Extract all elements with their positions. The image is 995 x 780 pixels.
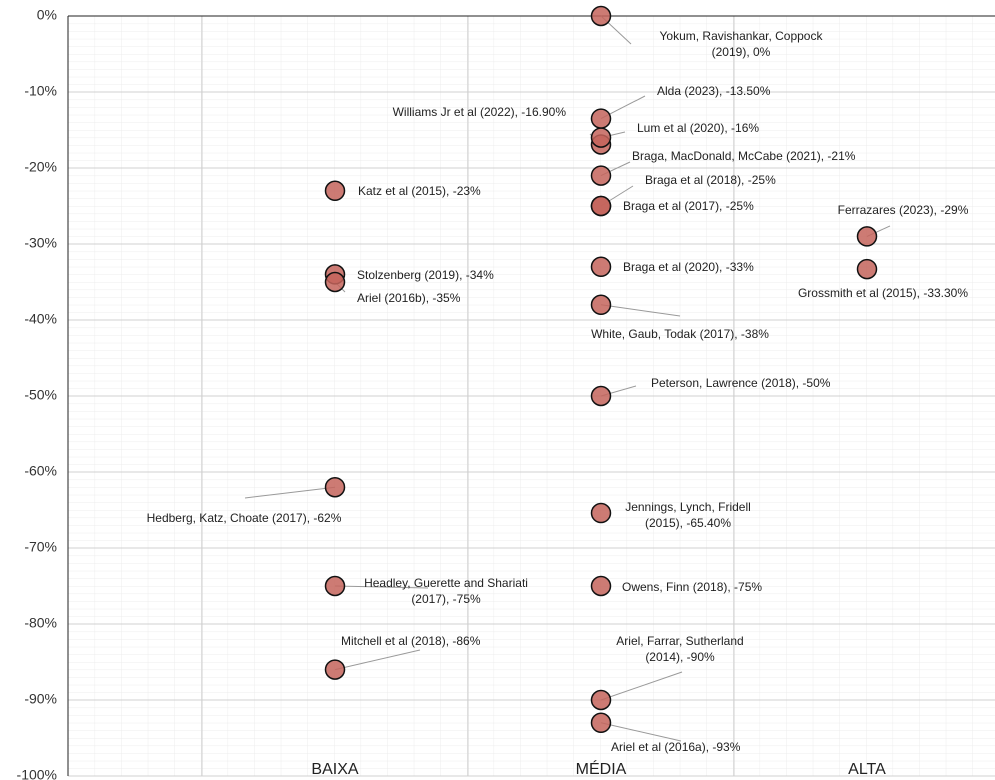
leader-line bbox=[244, 486, 336, 499]
y-tick-label: -50% bbox=[24, 387, 57, 403]
y-tick-label: -40% bbox=[24, 311, 57, 327]
data-label: Stolzenberg (2019), -34% bbox=[357, 268, 494, 282]
point bbox=[590, 195, 612, 217]
point bbox=[590, 5, 612, 27]
data-label: Grossmith et al (2015), -33.30% bbox=[798, 286, 968, 300]
data-label: Alda (2023), -13.50% bbox=[657, 84, 771, 98]
data-label: Mitchell et al (2018), -86% bbox=[341, 634, 481, 648]
y-tick-label: -90% bbox=[24, 691, 57, 707]
point bbox=[590, 108, 612, 129]
y-tick-label: -100% bbox=[17, 767, 57, 780]
point bbox=[324, 575, 346, 597]
y-tick-label: -80% bbox=[24, 615, 57, 631]
data-label: Ariel, Farrar, Sutherland (2014), -90% bbox=[616, 634, 743, 664]
point bbox=[590, 502, 612, 524]
data-label: White, Gaub, Todak (2017), -38% bbox=[591, 327, 769, 341]
data-label: Ariel et al (2016a), -93% bbox=[611, 740, 741, 754]
data-label: Katz et al (2015), -23% bbox=[358, 184, 481, 198]
y-tick-label: -10% bbox=[24, 83, 57, 99]
point bbox=[324, 271, 346, 293]
point bbox=[324, 659, 346, 680]
point bbox=[590, 127, 612, 148]
leader-line bbox=[334, 649, 421, 671]
data-label: Lum et al (2020), -16% bbox=[637, 121, 759, 135]
point bbox=[856, 258, 878, 280]
x-tick-label: MÉDIA bbox=[576, 759, 627, 778]
y-tick-label: -60% bbox=[24, 463, 57, 479]
point bbox=[590, 689, 612, 711]
data-label: Peterson, Lawrence (2018), -50% bbox=[651, 376, 831, 390]
leader-line bbox=[334, 585, 429, 589]
data-label: Braga et al (2017), -25% bbox=[623, 199, 754, 213]
x-tick-label: ALTA bbox=[848, 761, 886, 778]
data-label: Williams Jr et al (2022), -16.90% bbox=[393, 105, 567, 119]
data-label: Braga, MacDonald, McCabe (2021), -21% bbox=[632, 149, 856, 163]
data-label: Headley, Guerette and Shariati (2017), -7… bbox=[364, 576, 528, 606]
y-tick-label: -70% bbox=[24, 539, 57, 555]
data-label: Jennings, Lynch, Fridell (2015), -65.40% bbox=[625, 500, 751, 530]
point bbox=[590, 294, 612, 316]
leader-line bbox=[600, 722, 682, 742]
leader-line bbox=[600, 304, 681, 317]
data-label: Yokum, Ravishankar, Coppock (2019), 0% bbox=[660, 29, 824, 59]
point bbox=[324, 476, 346, 498]
point bbox=[590, 575, 612, 597]
data-label: Braga et al (2020), -33% bbox=[623, 260, 754, 274]
point bbox=[590, 712, 612, 734]
leader-line bbox=[600, 671, 683, 701]
point bbox=[590, 385, 612, 407]
point bbox=[590, 165, 612, 186]
point bbox=[856, 226, 878, 247]
y-tick-label: -30% bbox=[24, 235, 57, 251]
point bbox=[590, 256, 612, 278]
x-tick-label: BAIXA bbox=[311, 761, 358, 778]
y-tick-label: 0% bbox=[37, 7, 57, 23]
data-label: Owens, Finn (2018), -75% bbox=[622, 580, 762, 594]
data-label: Hedberg, Katz, Choate (2017), -62% bbox=[147, 511, 342, 525]
point bbox=[324, 180, 346, 202]
y-tick-label: -20% bbox=[24, 159, 57, 175]
data-label: Ariel (2016b), -35% bbox=[357, 291, 461, 305]
data-label: Braga et al (2018), -25% bbox=[645, 173, 776, 187]
data-label: Ferrazares (2023), -29% bbox=[838, 203, 969, 217]
